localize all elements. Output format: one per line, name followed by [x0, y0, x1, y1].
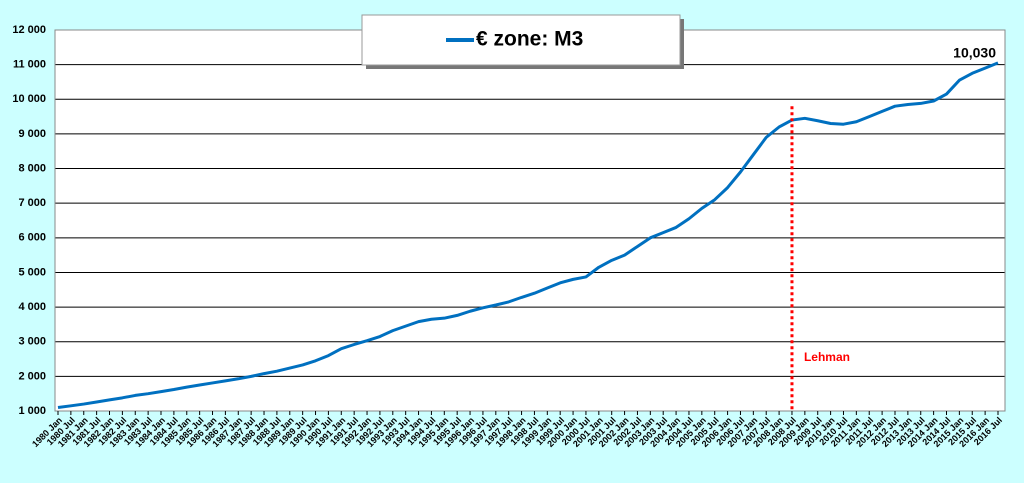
y-tick-label: 11 000 — [13, 59, 46, 71]
end-annotation: 10,030 — [953, 45, 996, 61]
y-tick-label: 5 000 — [18, 266, 46, 278]
legend-label: € zone: M3 — [476, 28, 583, 51]
y-tick-label: 10 000 — [12, 93, 46, 105]
y-tick-label: 6 000 — [18, 232, 46, 244]
y-tick-label: 9 000 — [18, 128, 46, 140]
legend-box — [361, 14, 681, 66]
plot-area — [55, 30, 1005, 411]
event-label: Lehman — [804, 350, 850, 364]
line — [57, 61, 999, 410]
y-tick-label: 8 000 — [18, 162, 46, 174]
y-tick-label: 7 000 — [18, 197, 46, 209]
y-tick-label: 3 000 — [18, 336, 46, 348]
y-tick-label: 4 000 — [18, 301, 46, 313]
y-tick-label: 12 000 — [12, 24, 46, 36]
y-tick-label: 1 000 — [18, 405, 46, 417]
y-tick-label: 2 000 — [18, 370, 46, 382]
